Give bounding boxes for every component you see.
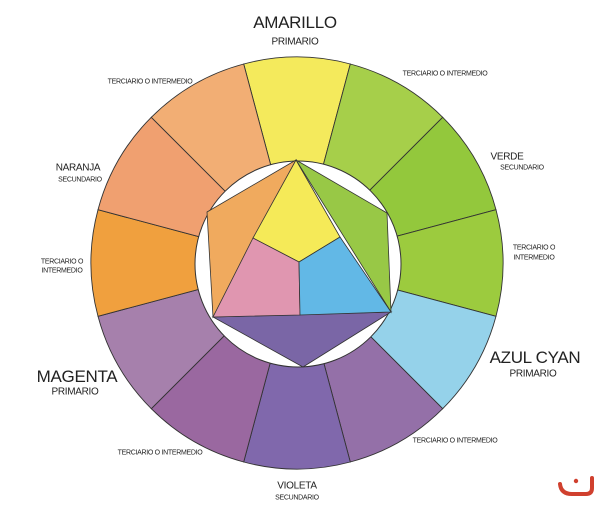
label-terciario-top-right: TERCIARIO O INTERMEDIO: [402, 70, 488, 78]
label-naranja-type: SECUNDARIO: [58, 176, 102, 184]
label-terciario-right-1: TERCIARIO O: [512, 244, 556, 252]
label-verde: VERDE: [490, 151, 524, 163]
hex-green: [295, 159, 392, 314]
label-terciario-bottom-left: TERCIARIO O INTERMEDIO: [117, 449, 203, 457]
label-azul-cyan: AZUL CYAN: [489, 348, 581, 367]
label-naranja: NARANJA: [55, 162, 101, 174]
label-terciario-left-1: TERCIARIO O: [40, 258, 84, 266]
label-azul-cyan-type: PRIMARIO: [509, 368, 557, 380]
label-amarillo-type: PRIMARIO: [271, 36, 319, 48]
label-terciario-right-2: INTERMEDIO: [513, 254, 555, 262]
label-magenta: MAGENTA: [36, 367, 118, 386]
label-amarillo: AMARILLO: [253, 13, 337, 32]
label-magenta-type: PRIMARIO: [51, 386, 99, 398]
logo-watermark: [558, 476, 594, 496]
wheel-ring: [90, 56, 504, 470]
label-terciario-top-left: TERCIARIO O INTERMEDIO: [107, 78, 193, 86]
label-violeta: VIOLETA: [277, 480, 317, 492]
label-terciario-bottom-right: TERCIARIO O INTERMEDIO: [412, 437, 498, 445]
label-violeta-type: SECUNDARIO: [275, 494, 319, 502]
label-verde-type: SECUNDARIO: [500, 164, 544, 172]
label-terciario-left-2: INTERMEDIO: [41, 267, 83, 275]
tri-cyan: [298, 236, 392, 316]
